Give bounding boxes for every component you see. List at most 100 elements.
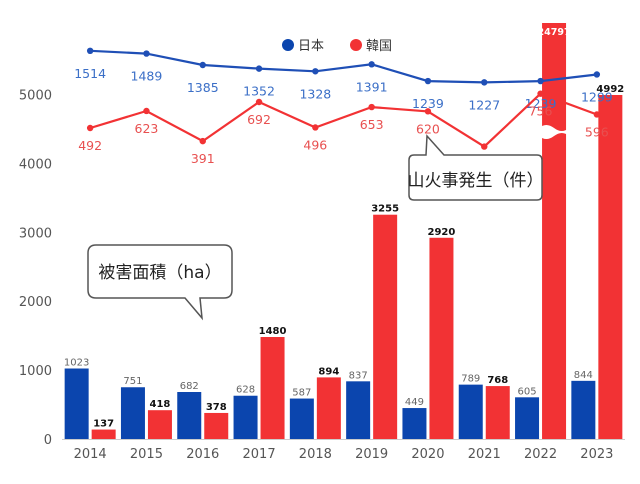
line-point xyxy=(86,124,94,132)
bar-韓国-2015 xyxy=(147,410,172,439)
y-tick-label: 3000 xyxy=(19,226,52,241)
bar-日本-2018 xyxy=(289,398,314,439)
x-tick-label: 2021 xyxy=(468,447,501,462)
line-point xyxy=(86,47,94,55)
bar-日本-2021 xyxy=(458,384,483,439)
bar-value-label: 1480 xyxy=(259,326,287,337)
bar-value-label: 587 xyxy=(292,388,311,399)
line-point xyxy=(368,103,375,111)
bar-日本-2020 xyxy=(402,408,427,439)
y-tick-label: 4000 xyxy=(19,157,52,172)
x-tick-label: 2020 xyxy=(411,447,444,462)
line-value-label: 1227 xyxy=(468,97,500,112)
callout-burned-area-bubble xyxy=(87,244,233,321)
y-tick-label: 2000 xyxy=(19,295,52,310)
x-tick-label: 2017 xyxy=(243,447,276,462)
x-tick-label: 2023 xyxy=(580,447,613,462)
x-tick-label: 2018 xyxy=(299,447,332,462)
line-point xyxy=(143,107,150,115)
bar-日本-2019 xyxy=(346,381,371,439)
bar-韓国-2020 xyxy=(429,237,454,439)
line-point xyxy=(312,68,319,75)
bar-韓国-2022 xyxy=(542,23,567,439)
line-value-label: 391 xyxy=(191,151,215,166)
line-point xyxy=(312,124,319,131)
bar-value-label: 837 xyxy=(349,370,368,381)
bar-韓国-2016 xyxy=(204,412,229,439)
line-value-label: 1385 xyxy=(187,80,219,95)
bar-韓国-2023 xyxy=(598,95,623,439)
legend-label: 韓国 xyxy=(366,39,392,54)
bar-value-label: 2920 xyxy=(428,227,456,238)
bar-日本-2017 xyxy=(233,395,258,439)
bar-value-label: 628 xyxy=(236,385,255,396)
line-value-label: 596 xyxy=(585,124,609,139)
bar-value-label: 1023 xyxy=(64,358,89,369)
bar-日本-2022 xyxy=(515,397,540,439)
bar-value-label: 378 xyxy=(206,402,227,413)
bar-韓国-2014 xyxy=(91,429,116,439)
legend-marker xyxy=(282,39,294,51)
line-value-label: 492 xyxy=(78,138,102,153)
line-value-label: 620 xyxy=(416,121,440,136)
bar-value-label: 768 xyxy=(487,375,508,386)
line-value-label: 1391 xyxy=(356,79,388,94)
bar-value-label: 751 xyxy=(123,376,142,387)
legend: 日本 韓国 xyxy=(282,39,392,54)
line-point xyxy=(199,61,206,69)
y-tick-label: 1000 xyxy=(19,364,52,379)
bar-韓国-2021 xyxy=(485,386,510,439)
line-value-label: 1352 xyxy=(243,84,275,99)
bar-value-label: 894 xyxy=(318,366,339,377)
line-value-label: 1489 xyxy=(131,69,163,84)
line-point xyxy=(255,98,263,106)
line-point xyxy=(424,108,432,115)
line-value-label: 1299 xyxy=(581,89,613,104)
line-point xyxy=(255,65,263,72)
callout-fire-count: 山火事発生（件） xyxy=(408,134,544,201)
line-point xyxy=(481,143,488,150)
bar-value-label: 4992 xyxy=(596,84,624,95)
line-value-label: 623 xyxy=(135,121,159,136)
line-value-label: 1239 xyxy=(412,96,444,111)
bar-韓国-2017 xyxy=(260,337,285,439)
callout-burned-area: 被害面積（ha） xyxy=(87,244,233,321)
bars: 1023 751 682 628 587 837 449 789 605 844 137 418 378… xyxy=(64,23,624,439)
bar-value-label: 137 xyxy=(93,419,114,430)
callout-burned-area-text: 被害面積（ha） xyxy=(98,263,221,283)
axis-break-marker xyxy=(539,125,570,139)
bar-日本-2015 xyxy=(120,387,145,439)
x-tick-label: 2019 xyxy=(355,447,388,462)
bar-value-label: 3255 xyxy=(371,204,399,215)
line-point xyxy=(368,61,375,68)
line-point xyxy=(199,137,206,145)
line-韓国 xyxy=(89,92,598,148)
bar-韓国-2018 xyxy=(316,377,341,439)
line-value-label: 692 xyxy=(247,112,271,127)
line-value-label: 756 xyxy=(529,104,553,119)
line-point xyxy=(537,77,544,85)
line-value-label: 1514 xyxy=(74,66,106,81)
line-point xyxy=(424,77,432,85)
callout-fire-count-bubble xyxy=(408,134,543,201)
bar-value-label: 449 xyxy=(405,397,424,408)
legend-label: 日本 xyxy=(298,39,324,54)
x-tick-label: 2015 xyxy=(130,447,163,462)
line-point xyxy=(481,79,488,86)
line-point xyxy=(143,50,150,57)
bar-日本-2023 xyxy=(571,380,596,439)
line-value-label: 1328 xyxy=(299,86,331,101)
bar-日本-2016 xyxy=(177,392,202,439)
x-tick-label: 2022 xyxy=(524,447,557,462)
legend-marker xyxy=(350,39,362,51)
bar-value-label: 24797 xyxy=(538,27,571,38)
callout-fire-count-text: 山火事発生（件） xyxy=(408,171,544,191)
line-point xyxy=(537,90,544,97)
line-日本 xyxy=(90,49,598,84)
bar-value-label: 789 xyxy=(461,374,480,385)
line-point xyxy=(593,111,601,118)
bar-value-label: 418 xyxy=(150,399,171,410)
